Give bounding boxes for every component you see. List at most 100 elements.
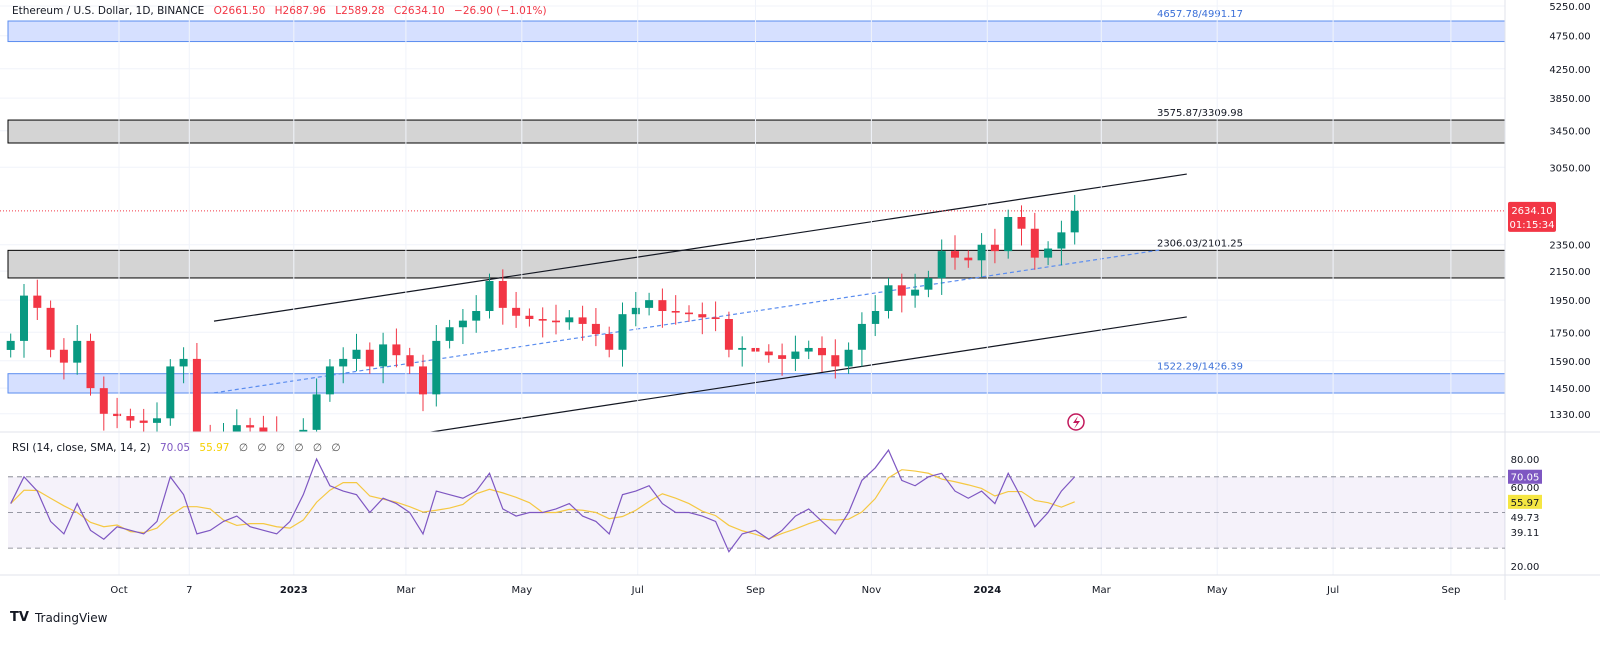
candle-body	[831, 355, 840, 367]
candle-body	[711, 317, 720, 320]
candle-body	[1004, 217, 1013, 252]
rsi-title[interactable]: RSI (14, close, SMA, 14, 2)	[12, 442, 151, 454]
candle-body	[179, 358, 188, 367]
candle-body	[312, 394, 321, 430]
time-tick: Mar	[1092, 585, 1112, 596]
candle-body	[844, 349, 853, 367]
trendline-solid	[427, 316, 1187, 432]
chart-canvas[interactable]: 4657.78/4991.17 3575.87/3309.98 2306.03/21…	[0, 0, 1600, 600]
time-tick: Jul	[631, 585, 644, 596]
rsi-sma-badge	[1508, 494, 1542, 509]
candle-body	[259, 427, 268, 432]
trendline-dashed	[213, 249, 1161, 394]
price-change: −26.90 (−1.01%)	[454, 5, 547, 17]
candle-body	[405, 355, 414, 367]
candle-body	[192, 358, 201, 432]
last-price-label: 2634.10	[1511, 206, 1552, 217]
time-tick: 2024	[973, 585, 1001, 596]
price-tick: 4250.00	[1549, 65, 1590, 76]
candle-body	[764, 351, 773, 356]
candle-body	[232, 425, 241, 432]
candle-body	[458, 320, 467, 328]
empty-value: ∅	[312, 442, 322, 454]
candle-body	[911, 289, 920, 296]
price-tick: 1590.00	[1549, 357, 1590, 368]
candle-body	[990, 244, 999, 252]
bar-countdown: 01:15:34	[1510, 220, 1555, 231]
candle-body	[631, 307, 640, 315]
candle-body	[246, 425, 255, 428]
rsi-tick: 60.00	[1511, 483, 1540, 494]
candle-body	[804, 347, 813, 352]
time-tick: Sep	[1441, 585, 1460, 596]
candle-body	[273, 432, 281, 439]
lightning-bolt-icon	[1073, 416, 1080, 429]
zone-gray	[7, 119, 1505, 144]
candle-body	[977, 244, 986, 261]
rsi-sma-value: 55.97	[199, 442, 230, 454]
price-pane: 4657.78/4991.17 3575.87/3309.98 2306.03/21…	[0, 5, 1505, 440]
price-tick: 1750.00	[1549, 328, 1590, 339]
symbol-title[interactable]: Ethereum / U.S. Dollar, 1D, BINANCE	[12, 5, 205, 17]
time-tick: 7	[186, 585, 192, 596]
candle-body	[352, 349, 361, 359]
candle-body	[153, 418, 161, 423]
time-tick: Jul	[1326, 585, 1339, 596]
ohlc-low: L2589.28	[335, 5, 385, 17]
rsi-legend: RSI (14, close, SMA, 14, 2) 70.05 55.97 …	[12, 442, 340, 454]
candle-body	[565, 317, 574, 323]
candle-body	[445, 327, 454, 341]
candle-body	[525, 315, 534, 320]
candle-body	[1017, 217, 1026, 229]
candle-body	[738, 347, 747, 350]
rsi-tick: 39.11	[1511, 528, 1540, 539]
candle-body	[299, 429, 308, 432]
rsi-tick: 80.00	[1511, 455, 1540, 466]
candle-body	[20, 295, 28, 341]
ohlc-open: O2661.50	[213, 5, 266, 17]
price-tick: 3850.00	[1549, 94, 1590, 105]
time-tick: 2023	[280, 585, 308, 596]
zone-label: 2306.03/2101.25	[1157, 238, 1243, 249]
brand-name[interactable]: TradingView	[34, 610, 108, 625]
footer: TV TradingView	[10, 610, 107, 625]
lightning-icon	[1067, 413, 1085, 431]
rsi-value-label: 70.05	[1511, 473, 1540, 484]
candle-body	[671, 311, 680, 313]
candle-body	[325, 366, 334, 395]
candle-body	[724, 319, 733, 350]
candle-body	[618, 314, 627, 350]
price-tick: 5250.00	[1549, 2, 1590, 13]
price-tick: 2350.00	[1549, 241, 1590, 252]
empty-value: ∅	[331, 442, 341, 454]
rsi-pane	[8, 448, 1505, 553]
time-tick: May	[511, 585, 532, 596]
candle-body	[1057, 232, 1066, 249]
price-tick: 3050.00	[1549, 163, 1590, 174]
candle-body	[472, 311, 481, 321]
price-tick: 1950.00	[1549, 296, 1590, 307]
ohlc-close: C2634.10	[393, 5, 445, 17]
candle-body	[99, 388, 108, 414]
candle-body	[220, 435, 228, 440]
empty-value: ∅	[275, 442, 285, 454]
candle-body	[605, 333, 614, 350]
rsi-tick: 20.00	[1511, 562, 1540, 573]
zone-blue	[7, 20, 1505, 43]
candle-body	[924, 278, 933, 290]
price-tick: 2150.00	[1549, 267, 1590, 278]
candle-body	[73, 340, 82, 363]
candle-body	[897, 285, 906, 296]
candle-body	[113, 413, 122, 417]
tradingview-logo-icon[interactable]: TV	[10, 610, 29, 625]
candle-body	[778, 355, 787, 359]
zone-gray	[7, 249, 1505, 279]
candle-body	[884, 285, 893, 312]
candle-body	[1044, 248, 1053, 258]
empty-value: ∅	[294, 442, 304, 454]
candle-body	[86, 340, 95, 389]
price-tick: 3450.00	[1549, 127, 1590, 138]
price-tick: 4750.00	[1549, 32, 1590, 43]
rsi-line	[10, 448, 1076, 553]
empty-value: ∅	[257, 442, 267, 454]
